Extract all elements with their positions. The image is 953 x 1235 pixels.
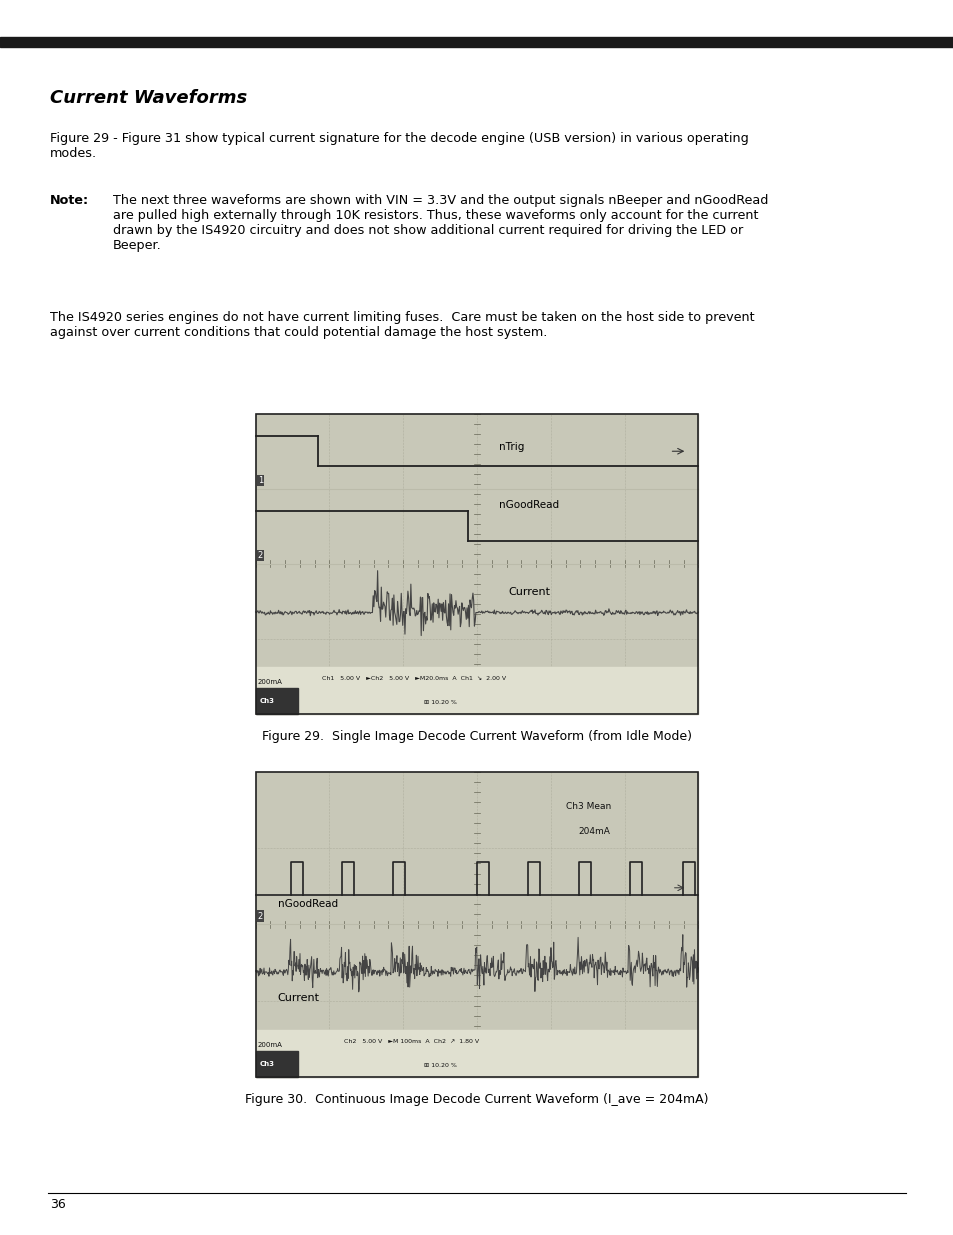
Text: Current Waveforms: Current Waveforms xyxy=(50,89,247,107)
Text: Current: Current xyxy=(277,993,319,1003)
Text: nTrig: nTrig xyxy=(498,442,524,452)
Text: The next three waveforms are shown with VIN = 3.3V and the output signals nBeepe: The next three waveforms are shown with … xyxy=(112,194,767,252)
Text: The IS4920 series engines do not have current limiting fuses.  Care must be take: The IS4920 series engines do not have cu… xyxy=(50,311,754,340)
Text: 3: 3 xyxy=(257,695,263,705)
Bar xyxy=(255,1030,698,1077)
Text: Figure 29.  Single Image Decode Current Waveform (from Idle Mode): Figure 29. Single Image Decode Current W… xyxy=(262,730,691,743)
Text: nGoodRead: nGoodRead xyxy=(277,899,337,909)
Bar xyxy=(255,414,698,714)
Text: Figure 30.  Continuous Image Decode Current Waveform (I_ave = 204mA): Figure 30. Continuous Image Decode Curre… xyxy=(245,1093,708,1107)
Text: 204mA: 204mA xyxy=(578,826,610,836)
Text: Ch1   5.00 V   ►Ch2   5.00 V   ►M20.0ms  A  Ch1  ↘  2.00 V: Ch1 5.00 V ►Ch2 5.00 V ►M20.0ms A Ch1 ↘ … xyxy=(322,677,506,682)
Bar xyxy=(255,1051,297,1077)
Text: Ch2   5.00 V   ►M 100ms  A  Ch2  ↗  1.80 V: Ch2 5.00 V ►M 100ms A Ch2 ↗ 1.80 V xyxy=(344,1039,478,1044)
Text: nGoodRead: nGoodRead xyxy=(498,500,558,510)
Bar xyxy=(255,667,698,714)
Bar xyxy=(0,37,953,47)
Text: ⊞ 10.20 %: ⊞ 10.20 % xyxy=(423,700,456,705)
Text: 200mA: 200mA xyxy=(257,1041,282,1047)
Text: 36: 36 xyxy=(50,1198,66,1212)
Text: 2: 2 xyxy=(257,551,263,559)
Text: 200mA: 200mA xyxy=(257,679,282,685)
Bar xyxy=(255,688,297,714)
Text: 1: 1 xyxy=(257,475,263,485)
Text: Ch3: Ch3 xyxy=(259,1061,274,1067)
Text: Ch3 Mean: Ch3 Mean xyxy=(565,803,610,811)
Text: ⊞ 10.20 %: ⊞ 10.20 % xyxy=(423,1062,456,1067)
Text: Figure 29 - Figure 31 show typical current signature for the decode engine (USB : Figure 29 - Figure 31 show typical curre… xyxy=(50,132,747,161)
Text: 3: 3 xyxy=(257,1058,263,1068)
Text: 2: 2 xyxy=(257,911,263,920)
Text: Note:: Note: xyxy=(50,194,89,207)
Bar xyxy=(255,414,698,714)
Text: Current: Current xyxy=(507,587,550,597)
Text: Ch3: Ch3 xyxy=(259,698,274,704)
Bar xyxy=(255,772,698,1077)
Bar xyxy=(255,772,698,1077)
